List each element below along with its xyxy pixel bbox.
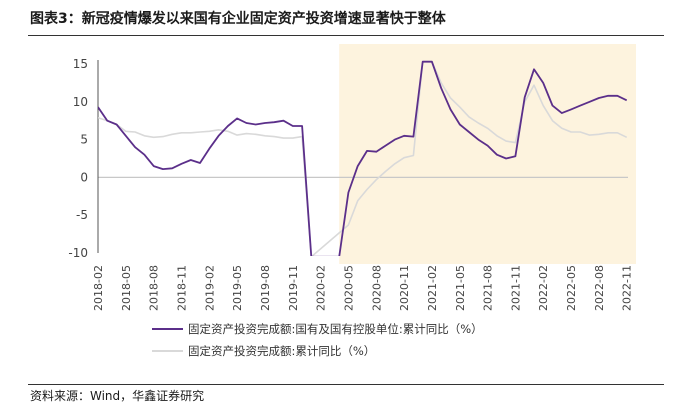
bottom-rule (28, 384, 664, 385)
x-tick-label: 2021-08 (482, 265, 495, 311)
source-note: 资料来源：Wind，华鑫证券研究 (30, 389, 205, 403)
chart-title: 图表3：新冠疫情爆发以来国有企业固定资产投资增速显著快于整体 (30, 11, 446, 27)
y-tick-label: 10 (73, 95, 88, 109)
x-tick-label: 2022-02 (537, 265, 550, 311)
y-tick-label: 15 (73, 57, 88, 71)
x-tick-label: 2022-11 (621, 265, 634, 311)
x-tick-label: 2020-05 (342, 265, 355, 311)
series-line (98, 60, 628, 256)
x-tick-label: 2022-05 (565, 265, 578, 311)
x-tick-label: 2019-11 (287, 265, 300, 311)
legend-label: 固定资产投资完成额:国有及国有控股单位:累计同比（%） (188, 322, 483, 336)
x-tick-label: 2018-05 (120, 265, 133, 311)
x-tick-label: 2020-02 (315, 265, 328, 311)
x-tick-label: 2021-02 (426, 265, 439, 311)
series-line (98, 60, 628, 256)
x-tick-label: 2018-11 (175, 265, 188, 311)
y-tick-label: -5 (76, 208, 88, 222)
x-tick-label: 2021-11 (509, 265, 522, 311)
x-tick-label: 2019-08 (259, 265, 272, 311)
x-tick-label: 2020-11 (398, 265, 411, 311)
x-tick-label: 2019-05 (231, 265, 244, 311)
x-tick-label: 2018-02 (92, 265, 105, 311)
x-tick-label: 2019-02 (203, 265, 216, 311)
shaded-period (339, 44, 636, 264)
y-tick-label: -10 (68, 246, 88, 260)
legend-label: 固定资产投资完成额:累计同比（%） (188, 344, 375, 358)
top-rule (28, 35, 664, 36)
x-tick-label: 2020-08 (370, 265, 383, 311)
y-tick-label: 5 (80, 133, 88, 147)
y-tick-label: 0 (80, 170, 88, 184)
x-tick-label: 2018-08 (148, 265, 161, 311)
x-tick-label: 2022-08 (593, 265, 606, 311)
x-tick-label: 2021-05 (454, 265, 467, 311)
